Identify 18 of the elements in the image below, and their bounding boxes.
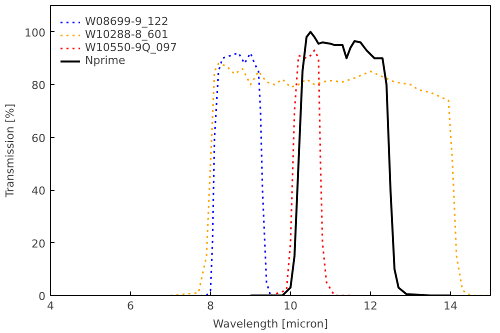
legend-label: W10550-9Q_097 (85, 41, 177, 54)
legend-label: Nprime (85, 54, 126, 67)
x-tick-label: 12 (364, 300, 378, 312)
y-tick-label: 100 (24, 26, 46, 40)
legend-label: W10288-8_601 (85, 28, 168, 41)
x-axis-title: Wavelength [micron] (212, 318, 328, 330)
y-tick-label: 40 (32, 184, 46, 198)
y-tick-label: 60 (32, 132, 46, 145)
x-tick-label: 10 (284, 300, 298, 312)
y-tick-label: 0 (38, 290, 46, 303)
y-tick-label: 20 (32, 237, 46, 250)
y-axis-title: Transmission [%] (4, 104, 17, 198)
y-tick-label: 80 (32, 79, 46, 92)
x-tick-label: 8 (207, 300, 214, 312)
x-tick-label: 4 (47, 300, 54, 312)
x-tick-label: 14 (444, 300, 458, 312)
x-tick-label: 6 (127, 300, 134, 312)
legend-label: W08699-9_122 (85, 15, 168, 28)
